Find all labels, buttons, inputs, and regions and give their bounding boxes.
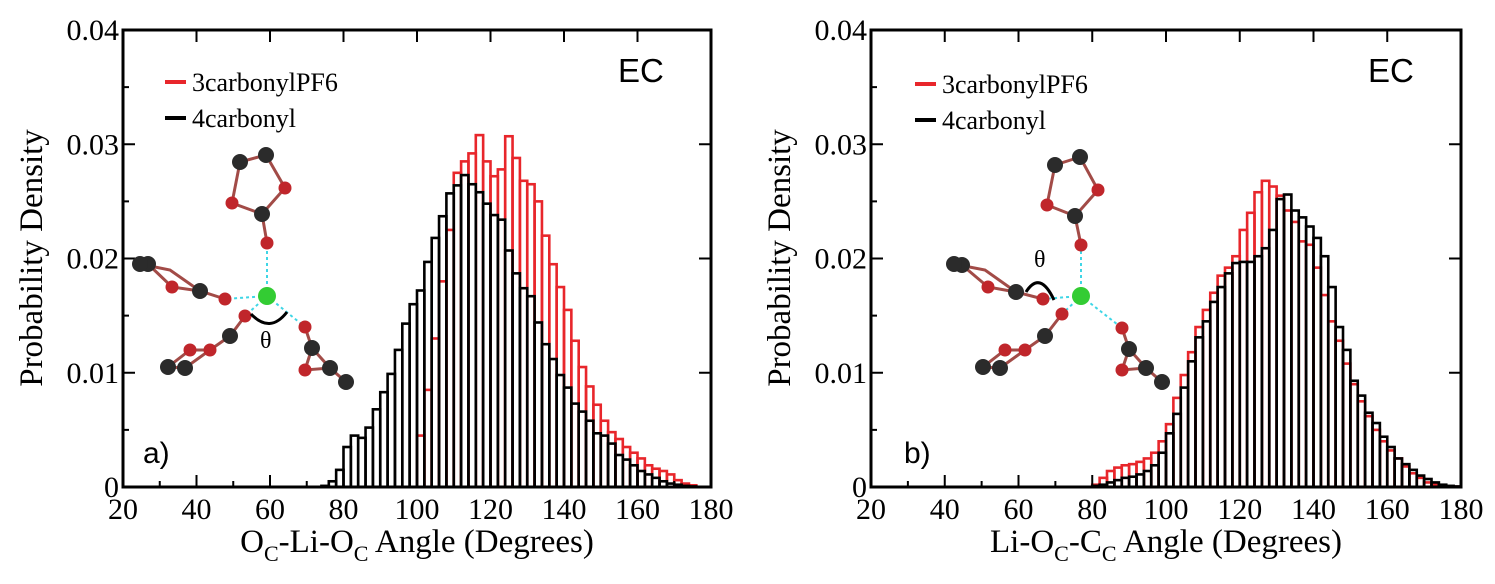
x-axis-label-b-sub1: C <box>1054 541 1069 566</box>
x-tick-label-a-1: 40 <box>182 493 212 526</box>
y-tick-label-a-0: 0 <box>104 471 119 504</box>
legend-label-b-black: 4carbonyl <box>942 106 1046 135</box>
ticks-a: 20 40 60 80 100 120 140 160 180 0 0.01 0.02 0.03 0.04 <box>67 14 734 526</box>
panel-a: 20 40 60 80 100 120 140 160 180 0 0.01 0.02 0.03 0.04… <box>14 14 734 566</box>
lithium-atom-b <box>1072 287 1090 305</box>
y-tick-label-a-2: 0.02 <box>67 243 120 276</box>
x-axis-label-b-part3: Angle (Degrees) <box>1117 524 1342 560</box>
y-axis-label-b: Probability Density <box>762 129 798 387</box>
x-tick-label-a-6: 140 <box>542 493 587 526</box>
carbon-atoms-a <box>132 147 354 390</box>
x-tick-label-b-1: 40 <box>930 493 960 526</box>
x-tick-label-a-0: 20 <box>108 493 138 526</box>
x-tick-label-a-2: 60 <box>255 493 285 526</box>
x-axis-label-b-sub2: C <box>1102 541 1117 566</box>
oxygen-atoms-b <box>981 183 1129 377</box>
x-axis-label-a-part1: O <box>240 524 264 560</box>
legend-label-a-red: 3carbonylPF6 <box>192 68 338 97</box>
x-axis-label-a-sub2: C <box>354 541 369 566</box>
x-tick-label-a-8: 180 <box>689 493 734 526</box>
coordination-lines-b <box>1042 245 1123 329</box>
x-tick-label-b-4: 100 <box>1144 493 1189 526</box>
legend-label-a-black: 4carbonyl <box>192 104 296 133</box>
angle-arc-a <box>249 311 289 325</box>
x-tick-label-b-6: 140 <box>1291 493 1336 526</box>
y-tick-label-b-0: 0 <box>852 471 867 504</box>
y-tick-label-b-4: 0.04 <box>815 14 868 47</box>
x-tick-label-b-8: 180 <box>1439 493 1484 526</box>
ticks-b: 20 40 60 80 100 120 140 160 180 0 0.01 0.02 0.03 0.04 <box>815 14 1484 526</box>
panel-b: 20 40 60 80 100 120 140 160 180 0 0.01 0.02 0.03 0.04… <box>762 14 1484 566</box>
x-tick-label-b-7: 160 <box>1365 493 1410 526</box>
coordination-lines-a <box>224 243 306 328</box>
y-tick-label-a-3: 0.03 <box>67 128 120 161</box>
theta-label-b: θ <box>1034 247 1046 273</box>
molecule-illustration-b: θ <box>946 149 1170 390</box>
x-tick-label-a-5: 120 <box>468 493 513 526</box>
lithium-atom-a <box>258 287 276 305</box>
y-tick-label-a-1: 0.01 <box>67 357 120 390</box>
y-axis-label-a: Probability Density <box>14 129 50 387</box>
y-tick-label-b-3: 0.03 <box>815 128 868 161</box>
oxygen-atoms-a <box>165 181 312 377</box>
panel-label-a: a) <box>143 437 170 470</box>
panel-label-b: b) <box>904 437 931 470</box>
molecule-illustration-a: θ <box>132 147 354 390</box>
x-axis-label-b-part2: -C <box>1069 524 1102 560</box>
x-tick-label-b-5: 120 <box>1217 493 1262 526</box>
x-axis-label-b-part1: Li-O <box>990 524 1054 560</box>
angle-arc-b <box>1024 281 1056 301</box>
y-tick-label-b-2: 0.02 <box>815 243 868 276</box>
x-tick-label-a-4: 100 <box>395 493 440 526</box>
histogram-a <box>320 133 698 489</box>
x-axis-label-a-part3: Angle (Degrees) <box>368 524 593 560</box>
x-axis-label-b: Li-OC-CC Angle (Degrees) <box>990 524 1342 566</box>
x-axis-label-a-part2: -Li-O <box>279 524 354 560</box>
x-axis-label-a-sub1: C <box>264 541 279 566</box>
x-tick-label-a-7: 160 <box>615 493 660 526</box>
carbon-atoms-b <box>946 149 1170 390</box>
x-axis-label-a: OC-Li-OC Angle (Degrees) <box>240 524 594 566</box>
legend-label-b-red: 3carbonylPF6 <box>942 70 1088 99</box>
x-tick-label-b-0: 20 <box>856 493 886 526</box>
solvent-label-b: EC <box>1368 52 1414 89</box>
legend-a: 3carbonylPF6 4carbonyl <box>165 68 338 133</box>
x-tick-label-a-3: 80 <box>329 493 359 526</box>
legend-b: 3carbonylPF6 4carbonyl <box>915 70 1088 135</box>
y-tick-label-a-4: 0.04 <box>67 14 120 47</box>
y-tick-label-b-1: 0.01 <box>815 357 868 390</box>
x-tick-label-b-3: 80 <box>1077 493 1107 526</box>
x-tick-label-b-2: 60 <box>1004 493 1034 526</box>
histogram-b <box>1090 179 1463 489</box>
solvent-label-a: EC <box>618 52 664 89</box>
theta-label-a: θ <box>260 328 272 354</box>
